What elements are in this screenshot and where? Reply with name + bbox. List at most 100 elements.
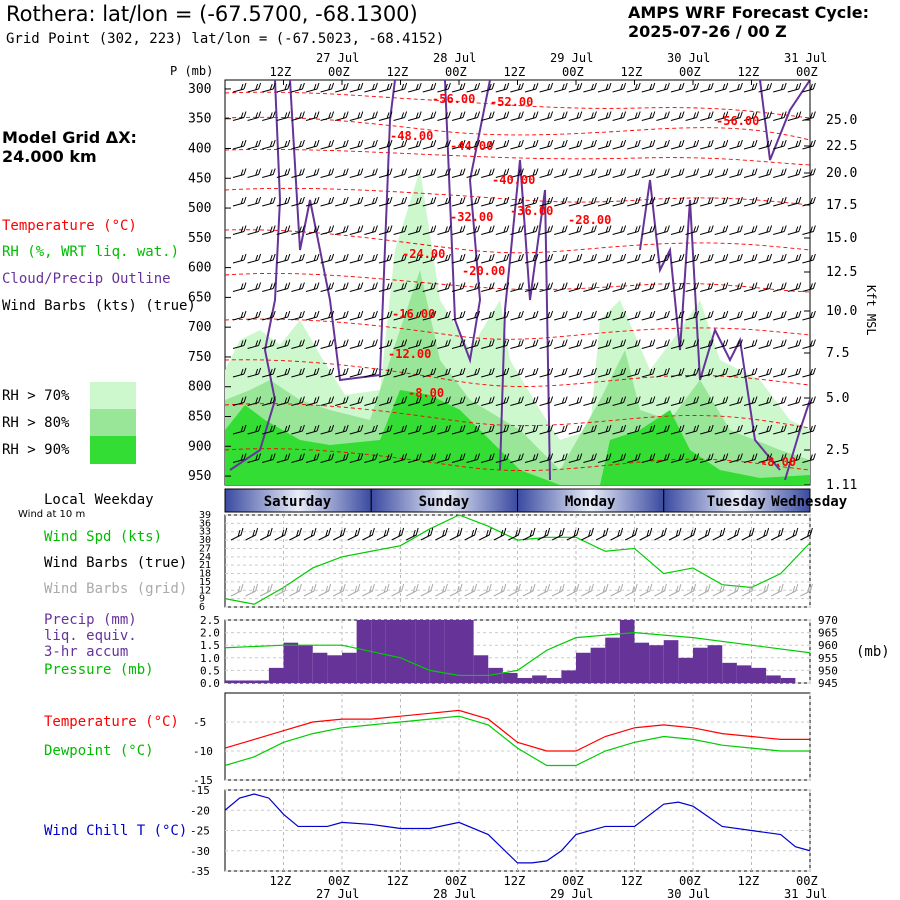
wind-barb (262, 453, 276, 463)
wind-barb (685, 253, 700, 264)
wind-barb (539, 82, 554, 93)
surface-wind-barb-true (770, 527, 784, 541)
cloud-outline-0 (229, 79, 282, 471)
wind-barb (378, 196, 393, 207)
wind-barb (481, 282, 495, 292)
wind-barb (378, 453, 393, 463)
precip-bar (371, 620, 386, 683)
wind-barb (437, 282, 451, 292)
wind-barb (685, 282, 700, 292)
wind-barb (773, 168, 787, 178)
surface-wind-barb-grid (566, 583, 580, 597)
surface-wind-barb-grid (697, 583, 711, 597)
top-time-tick-label: 00Z (796, 65, 818, 79)
wind-barb (335, 396, 349, 406)
cloud-outline-6 (784, 399, 811, 481)
cloud-outline-1 (289, 79, 396, 382)
weekday-label: Tuesday (707, 494, 767, 510)
surface-wind-barb-grid (624, 583, 638, 597)
wind-barb (495, 139, 510, 150)
precip-bar (283, 642, 299, 683)
wind-barb (583, 367, 597, 378)
wind-barb (451, 453, 466, 463)
top-date-label: 30 Jul (667, 51, 710, 65)
wind-barb (670, 82, 685, 93)
wind-barb (773, 82, 787, 93)
pressure-tick-label: 450 (188, 171, 211, 186)
temperature-contour-0 (224, 91, 811, 119)
wind-barb (437, 225, 451, 235)
surface-wind-barb-true (727, 527, 740, 541)
wind-barb (291, 139, 305, 150)
wind-barb (262, 139, 276, 150)
wind-barb (568, 282, 583, 292)
wind-barb (656, 282, 670, 292)
rh-70-swatch (90, 382, 136, 409)
precip-bar (722, 662, 737, 683)
weekday-label: Monday (565, 494, 616, 510)
wind-barb (714, 168, 729, 178)
surface-wind-barb-true (464, 527, 478, 541)
wind-barb (670, 196, 685, 207)
wind-barb (627, 396, 641, 406)
temperature-contour-label: -56.00 (432, 92, 475, 106)
wind-barb (729, 453, 743, 463)
kft-tick-label: 12.5 (826, 265, 857, 280)
wind-barb (247, 225, 262, 235)
grid-point-subtitle: Grid Point (302, 223) lat/lon = (-67.502… (6, 31, 445, 47)
wind-barb (422, 196, 437, 207)
wind-barb (758, 453, 773, 463)
surface-wind-barb-true (318, 527, 332, 541)
bottom-time-tick-label: 12Z (621, 874, 643, 888)
wind-barb (408, 310, 422, 321)
wind-barb (554, 82, 568, 93)
legend-wind-barbs-grid: Wind Barbs (grid) (44, 581, 188, 597)
precip-bar (268, 667, 284, 683)
wind-barb (422, 282, 437, 292)
wind-barb (510, 396, 524, 406)
wind-barb (743, 424, 758, 435)
pressure-tick-label: 950 (188, 469, 211, 484)
wind-barb (583, 82, 597, 93)
top-date-label: 28 Jul (433, 51, 476, 65)
precip-bar (254, 680, 269, 683)
wind-barb (597, 139, 612, 150)
wind-barb (554, 196, 568, 207)
wind-barb (335, 453, 349, 463)
surface-wind-barb-true (668, 527, 682, 541)
wind-barb (437, 196, 451, 207)
wind-barb (685, 139, 700, 150)
wind-barb (685, 111, 700, 121)
surface-wind-barb-true (362, 527, 375, 541)
wind-barb (700, 310, 714, 321)
wind-barb (481, 253, 495, 264)
wind-barb (291, 196, 305, 207)
wind-barb (597, 367, 612, 378)
wind-barb (700, 111, 714, 121)
wind-barb (758, 424, 773, 435)
wind-barb (773, 453, 787, 463)
wind-barb (773, 339, 787, 349)
wind-barb (247, 424, 262, 435)
wind-speed-tick-label: 15 (199, 577, 211, 588)
wind-barb (627, 139, 641, 150)
wind-barb (787, 282, 802, 292)
bottom-date-label: 28 Jul (433, 887, 476, 900)
precip-bar (780, 677, 796, 683)
top-time-tick-label: 00Z (679, 65, 701, 79)
wind-barb (787, 453, 802, 463)
wind-barb (364, 453, 378, 463)
wind-barb (481, 453, 495, 463)
wind-speed-tick-label: 21 (199, 560, 211, 571)
wind-barb (247, 253, 262, 264)
wind-barb (758, 339, 773, 349)
wind-barb (700, 168, 714, 178)
wind-barb (451, 82, 466, 93)
wind-barb (568, 396, 583, 406)
wind-speed-tick-label: 33 (199, 527, 211, 538)
temperature-contour-label: -56.00 (716, 114, 759, 128)
wind-barb (378, 111, 393, 121)
weekday-label: Sunday (419, 494, 470, 510)
wind-speed-line (224, 514, 811, 605)
wind-barb (305, 424, 320, 435)
